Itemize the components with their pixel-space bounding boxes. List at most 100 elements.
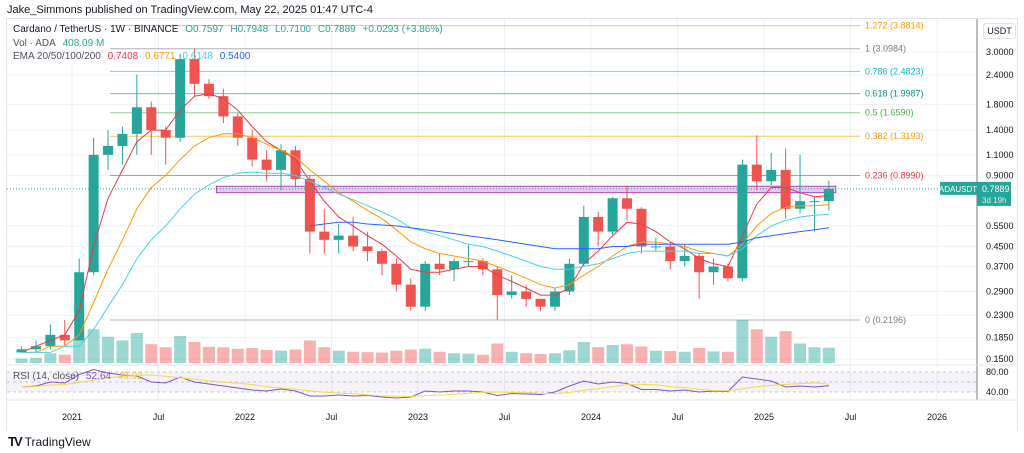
volume-bar: [419, 348, 432, 363]
ohlc-low: L0.7100: [274, 24, 312, 35]
candle-body: [348, 235, 359, 247]
volume-bar: [534, 354, 547, 363]
candle-body: [88, 154, 99, 273]
ema200-value: 0.5400: [219, 51, 251, 62]
candle-body: [521, 291, 532, 299]
tv-logo-icon: TV: [8, 434, 23, 449]
candle-body: [290, 150, 301, 179]
volume-bar: [563, 350, 576, 363]
volume-bar: [721, 351, 734, 363]
volume-bar: [765, 336, 778, 363]
time-tick: Jul: [326, 412, 338, 422]
time-tick: Jul: [153, 412, 165, 422]
volume-bar: [217, 347, 230, 363]
volume-bar: [736, 319, 749, 363]
price-tick: 0.1500: [986, 354, 1014, 364]
volume-label[interactable]: Vol · ADA: [13, 38, 56, 49]
ema-legend: EMA 20/50/100/200 0.7408 0.6771 0.6148 0…: [13, 51, 254, 62]
rsi-ma-value: 49.92: [117, 371, 143, 382]
tradingview-logo[interactable]: TV TradingView: [8, 434, 91, 449]
volume-bar: [822, 347, 835, 363]
fib-level-label: 0.236 (0.8990): [865, 171, 924, 181]
volume-bar: [231, 348, 244, 363]
volume-bar: [58, 354, 71, 363]
candle-body: [74, 272, 85, 341]
candle-body: [766, 169, 777, 182]
price-tick: 0.2900: [986, 286, 1014, 296]
volume-bar: [448, 353, 461, 363]
rsi-ma-line: [21, 374, 829, 397]
candle-body: [492, 269, 503, 296]
volume-bar: [260, 349, 273, 363]
volume-bar: [678, 351, 691, 363]
candle-body: [549, 291, 560, 307]
candle-body: [722, 266, 733, 279]
currency-unit-button[interactable]: USDT: [983, 23, 1016, 39]
published-caption: Jake_Simmons published on TradingView.co…: [7, 4, 374, 16]
candle-body: [636, 208, 647, 247]
candle-body: [780, 169, 791, 209]
candle-body: [694, 255, 705, 273]
volume-bar: [202, 346, 215, 363]
time-tick: 2021: [62, 412, 82, 422]
candle-body: [420, 263, 431, 307]
ema20-line: [21, 93, 829, 353]
rsi-legend: RSI (14, close) 52.64 49.92: [13, 371, 147, 382]
volume-bar: [116, 340, 129, 363]
volume-bar: [707, 351, 720, 363]
candle-body: [449, 261, 460, 270]
candle-body: [564, 263, 575, 292]
fib-level-label: 0 (0.2196): [865, 315, 906, 325]
volume-bar: [664, 351, 677, 363]
candle-body: [276, 150, 287, 170]
candle-body: [362, 246, 373, 252]
candle-body: [665, 246, 676, 262]
price-tick: 0.3700: [986, 262, 1014, 272]
price-tick: 0.5500: [986, 221, 1014, 231]
volume-bar: [794, 343, 807, 363]
fib-level-label: 0.382 (1.3193): [865, 131, 924, 141]
candle-body: [376, 251, 387, 264]
fib-level-label: 1 (3.0984): [865, 44, 906, 54]
ema200-line: [309, 221, 829, 250]
symbol-title[interactable]: Cardano / TetherUS · 1W · BINANCE: [13, 24, 179, 35]
fib-level-label: 1.272 (3.8814): [865, 21, 924, 31]
volume-bar: [318, 347, 331, 363]
rsi-band: [7, 372, 977, 392]
candle-body: [175, 59, 186, 138]
candle-body: [247, 137, 258, 160]
ema100-value: 0.6148: [182, 51, 213, 62]
candle-body: [506, 291, 517, 296]
volume-bar: [577, 342, 590, 363]
ema-label[interactable]: EMA 20/50/100/200: [13, 51, 101, 62]
candle-body: [434, 263, 445, 270]
volume-bar: [15, 358, 28, 363]
time-tick: 2023: [408, 412, 428, 422]
volume-bar: [102, 336, 115, 363]
time-tick: Jul: [672, 412, 684, 422]
candle-body: [607, 198, 618, 232]
volume-bar: [520, 353, 533, 363]
ema50-value: 0.6771: [145, 51, 176, 62]
volume-bar: [303, 340, 316, 363]
price-tick: 0.2300: [986, 310, 1014, 320]
ema50-line: [21, 133, 829, 353]
volume-bar: [188, 342, 201, 363]
volume-bar: [779, 331, 792, 363]
candle-body: [622, 198, 633, 209]
volume-bar: [476, 354, 489, 363]
volume-value: 408.09 M: [62, 38, 105, 49]
rsi-label[interactable]: RSI (14, close): [13, 371, 80, 382]
symbol-tag: [940, 181, 977, 195]
volume-bar: [505, 351, 518, 363]
time-tick: 2024: [581, 412, 601, 422]
price-tick: 2.4000: [986, 70, 1014, 80]
volume-bar: [649, 350, 662, 363]
candle-body: [59, 334, 70, 341]
volume-bar: [159, 347, 172, 363]
volume-bar: [73, 338, 86, 363]
symbol-tag-text: ADAUSDT: [939, 185, 977, 194]
candle-body: [117, 133, 128, 146]
time-tick: 2026: [927, 412, 947, 422]
